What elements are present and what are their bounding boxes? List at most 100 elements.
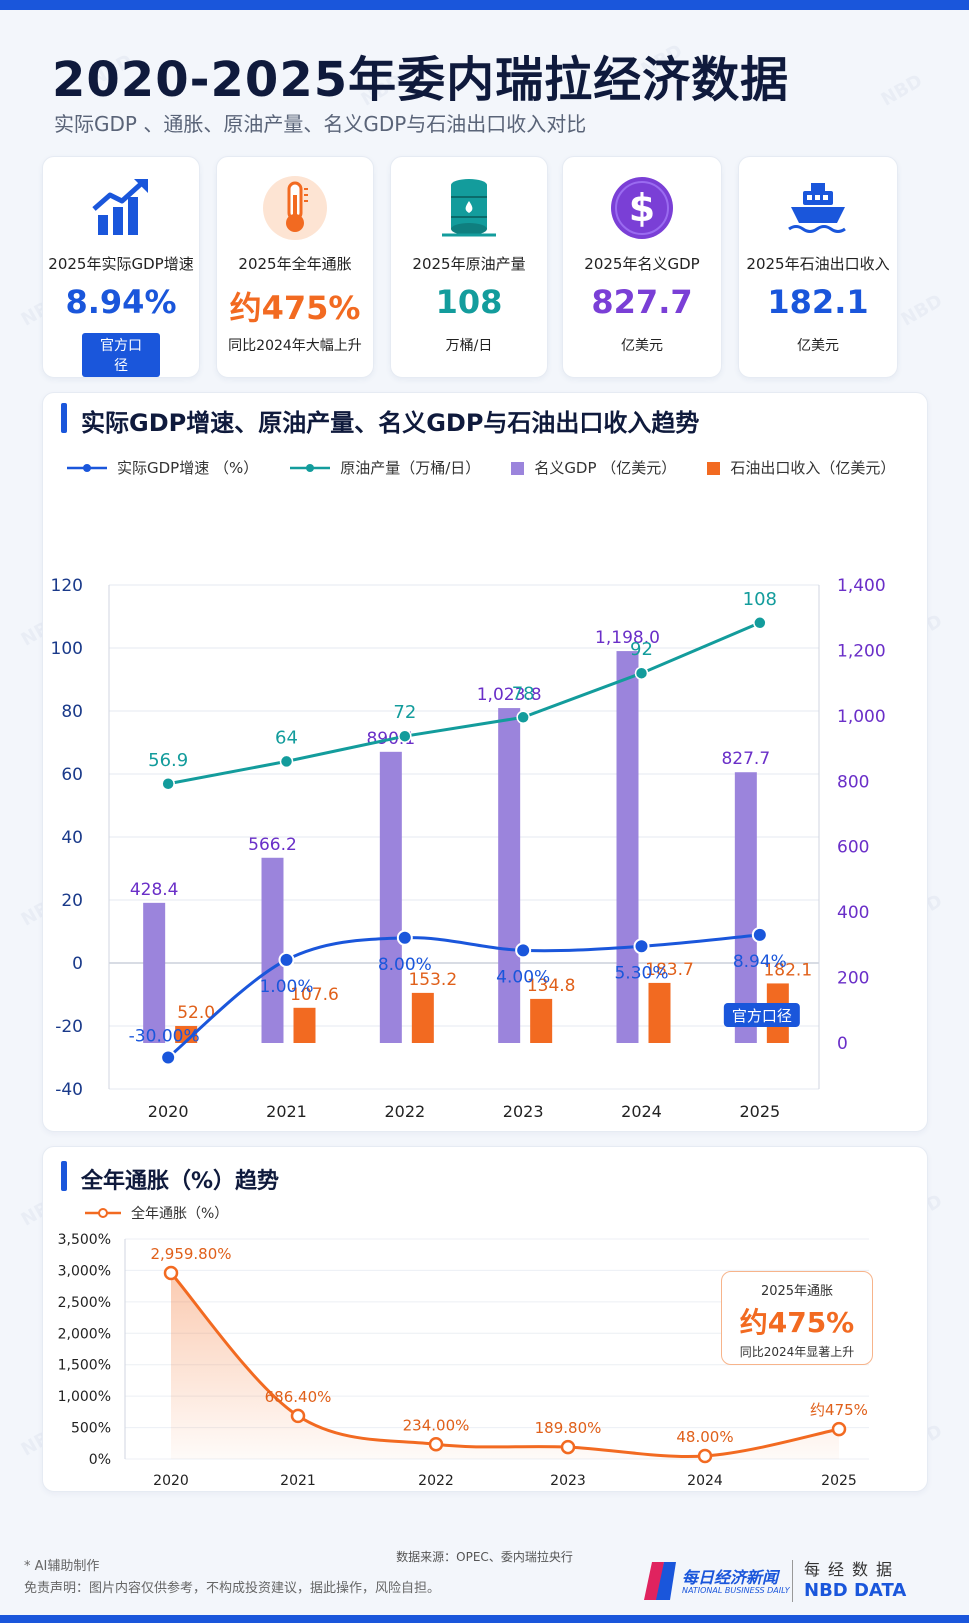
official-badge [723, 1003, 800, 1027]
bar-oil-export [175, 1025, 198, 1043]
nbd-logo-mark [644, 1562, 676, 1600]
ai-note: * AI辅助制作 [24, 1559, 100, 1574]
bar-nominal-gdp [498, 708, 521, 1043]
kpi-cards: 2025年实际GDP增速 8.94% 官方口径 2025年全年通胀 约475% … [42, 156, 928, 378]
page-title: 2020-2025年委内瑞拉经济数据 [52, 52, 790, 108]
point-inflation [428, 1437, 444, 1452]
y-right-tick-label: 0 [837, 1034, 848, 1054]
legend-line-marker [67, 463, 107, 472]
point-label-inflation: 48.00% [676, 1428, 733, 1446]
x-tick-label: 2022 [418, 1473, 454, 1489]
y-tick-label: 1,000% [58, 1389, 111, 1405]
kpi-value: 182.1 [767, 283, 869, 321]
legend-item-oil-output: 原油产量（万桶/日） [288, 457, 480, 478]
bar-nominal-gdp [143, 902, 166, 1043]
point-oil-output [753, 616, 767, 630]
x-tick-label: 2022 [384, 1102, 425, 1121]
legend-box-marker [511, 461, 525, 475]
legend-item-inflation: 全年通胀（%） [83, 1203, 228, 1223]
bar-nominal-gdp [379, 751, 402, 1043]
kpi-value: 108 [435, 283, 503, 321]
legend-line-marker [85, 1208, 121, 1218]
x-tick-label: 2023 [550, 1473, 586, 1489]
kpi-card-oil-export: 2025年石油出口收入 182.1 亿美元 [738, 156, 898, 378]
x-tick-label: 2020 [153, 1473, 189, 1489]
kpi-sub: 同比2024年大幅上升 [228, 338, 362, 354]
page-subtitle: 实际GDP 、通胀、原油产量、名义GDP与石油出口收入对比 [54, 112, 587, 136]
point-label-oil-output: 56.9 [148, 750, 188, 771]
thermometer-icon [263, 176, 327, 240]
bar-label-nominal-gdp: 827.7 [721, 749, 770, 769]
y-tick-label: 2,500% [58, 1295, 111, 1311]
bar-label-nominal-gdp: 566.2 [248, 835, 297, 855]
y-right-tick-label: 200 [837, 969, 869, 989]
legend-item-oil-export: 石油出口收入（亿美元） [706, 457, 895, 478]
point-label-gdp-growth: -30.00% [129, 1027, 200, 1047]
point-label-inflation: 686.40% [265, 1388, 332, 1406]
trend-panel: 实际GDP增速、原油产量、名义GDP与石油出口收入趋势 实际GDP增速 （%） … [42, 392, 928, 1132]
line-gdp-growth [167, 933, 760, 1059]
legend-box-marker [707, 461, 721, 475]
point-label-inflation: 2,959.80% [150, 1245, 231, 1263]
legend-label: 原油产量（万桶/日） [340, 459, 481, 477]
bar-oil-export [411, 992, 434, 1043]
x-tick-label: 2024 [687, 1473, 723, 1489]
bar-oil-export [530, 998, 553, 1043]
bar-label-nominal-gdp: 428.4 [130, 880, 179, 900]
point-gdp-growth [396, 929, 413, 946]
y-tick-label: 1,500% [58, 1358, 111, 1374]
kpi-value: 827.7 [591, 283, 693, 321]
footnote: * AI辅助制作 免责声明：图片内容仅供参考，不构成投资建议，据此操作，风险自担… [24, 1556, 440, 1600]
point-inflation [560, 1439, 576, 1455]
callout-sub: 同比2024年显著上升 [739, 1345, 855, 1359]
official-badge-label: 官方口径 [732, 1007, 792, 1025]
bar-label-oil-export: 134.8 [527, 976, 576, 996]
y-left-tick-label: 20 [61, 891, 83, 911]
bar-nominal-gdp [616, 651, 639, 1043]
kpi-value: 8.94% [65, 283, 177, 321]
y-right-tick-label: 1,000 [837, 707, 886, 727]
point-gdp-growth [751, 926, 768, 943]
point-oil-output [398, 729, 412, 743]
panel-title: 全年通胀（%）趋势 [81, 1169, 280, 1194]
bar-nominal-gdp [734, 772, 757, 1043]
area-inflation [171, 1272, 839, 1459]
legend-label: 石油出口收入（亿美元） [730, 459, 896, 477]
y-right-tick-label: 1,400 [837, 576, 886, 596]
y-tick-label: 3,000% [58, 1263, 111, 1279]
brand-data-cn: 每经数据 [804, 1560, 901, 1579]
y-tick-label: 2,000% [58, 1326, 111, 1342]
kpi-sub: 亿美元 [797, 338, 839, 354]
kpi-label: 2025年石油出口收入 [746, 255, 890, 273]
point-label-gdp-growth: 1.00% [259, 977, 313, 997]
x-tick-label: 2024 [621, 1102, 662, 1121]
svg-text:$: $ [629, 186, 655, 230]
chart-legend: 实际GDP增速 （%） 原油产量（万桶/日） 名义GDP （亿美元） 石油出口收… [65, 457, 925, 478]
point-label-gdp-growth: 4.00% [496, 967, 550, 987]
y-right-tick-label: 1,200 [837, 641, 886, 661]
bar-nominal-gdp [261, 857, 284, 1043]
kpi-card-nominal-gdp: $ 2025年名义GDP 827.7 亿美元 [562, 156, 722, 378]
point-gdp-growth [278, 951, 295, 968]
point-label-gdp-growth: 5.30% [614, 963, 668, 983]
point-label-inflation: 234.00% [403, 1416, 470, 1434]
bar-label-oil-export: 153.2 [408, 970, 457, 990]
bar-label-nominal-gdp: 1,198.0 [595, 628, 660, 648]
kpi-label: 2025年实际GDP增速 [48, 255, 194, 273]
bar-label-nominal-gdp: 1,023.8 [477, 685, 542, 705]
kpi-card-gdp-growth: 2025年实际GDP增速 8.94% 官方口径 [42, 156, 200, 378]
bar-label-oil-export: 183.7 [645, 960, 694, 980]
data-source: 数据来源：OPEC、委内瑞拉央行 [396, 1550, 573, 1564]
callout-title: 2025年通胀 [760, 1284, 834, 1299]
inflation-chart: 0% 500% 1,000% 1,500% 2,000% 2,500% 3,000% 3,50… [58, 1232, 869, 1489]
inflation-callout: 2025年通胀 约475% 同比2024年显著上升 [721, 1271, 873, 1365]
panel-title: 实际GDP增速、原油产量、名义GDP与石油出口收入趋势 [81, 409, 700, 437]
y-right-tick-label: 400 [837, 903, 869, 923]
point-label-inflation: 约475% [810, 1401, 868, 1419]
brand-data-en: NBD DATA [804, 1580, 907, 1601]
chart-legend: 全年通胀（%） [83, 1203, 258, 1223]
bottom-accent-bar [0, 1615, 969, 1623]
y-left-tick-label: 120 [51, 576, 83, 596]
point-label-gdp-growth: 8.00% [378, 955, 432, 975]
legend-line-marker [290, 463, 331, 472]
